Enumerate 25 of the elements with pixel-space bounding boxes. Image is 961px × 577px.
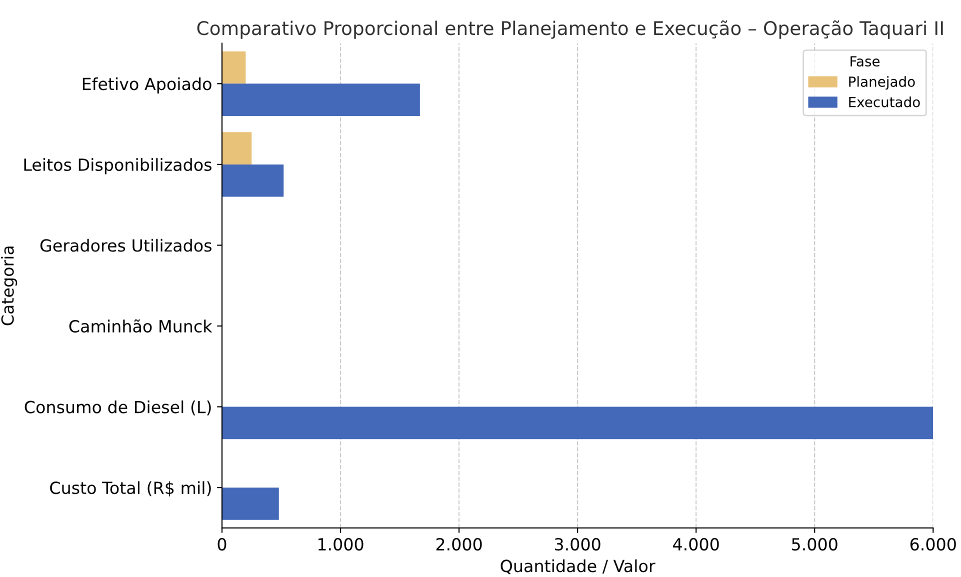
legend-label: Planejado [849,76,915,90]
x-axis-title: Quantidade / Valor [500,559,656,574]
chart-title: Comparativo Proporcional entre Planejamento e Execução – Operação Taquari II [197,20,943,39]
x-tick-label: 3.000 [554,538,600,551]
y-axis-title: Categoria [0,246,18,326]
x-tick-label: 6.000 [910,538,956,551]
x-tick-label: 0 [218,538,226,551]
x-tick-label: 2.000 [436,538,482,551]
x-tick-label: 4.000 [673,538,719,551]
bar [222,488,279,520]
x-tick-label: 5.000 [792,538,838,551]
legend-label: Executado [849,96,920,108]
y-tick-label: Consumo de Diesel (L) [24,400,211,416]
bar [222,84,420,116]
bar [222,132,252,164]
bar [222,164,284,197]
y-tick-label: Custo Total (R$ mil) [50,481,211,496]
bar [222,51,246,84]
bar [222,406,934,440]
y-tick-label: Efetivo Apoiado [82,77,212,94]
x-tick-label: 1.000 [318,538,364,551]
y-tick-label: Leitos Disponibilizados [24,158,212,174]
y-tick-label: Caminhão Munck [69,319,212,333]
y-tick-label: Geradores Utilizados [40,238,212,252]
legend-title: Fase [850,56,880,67]
